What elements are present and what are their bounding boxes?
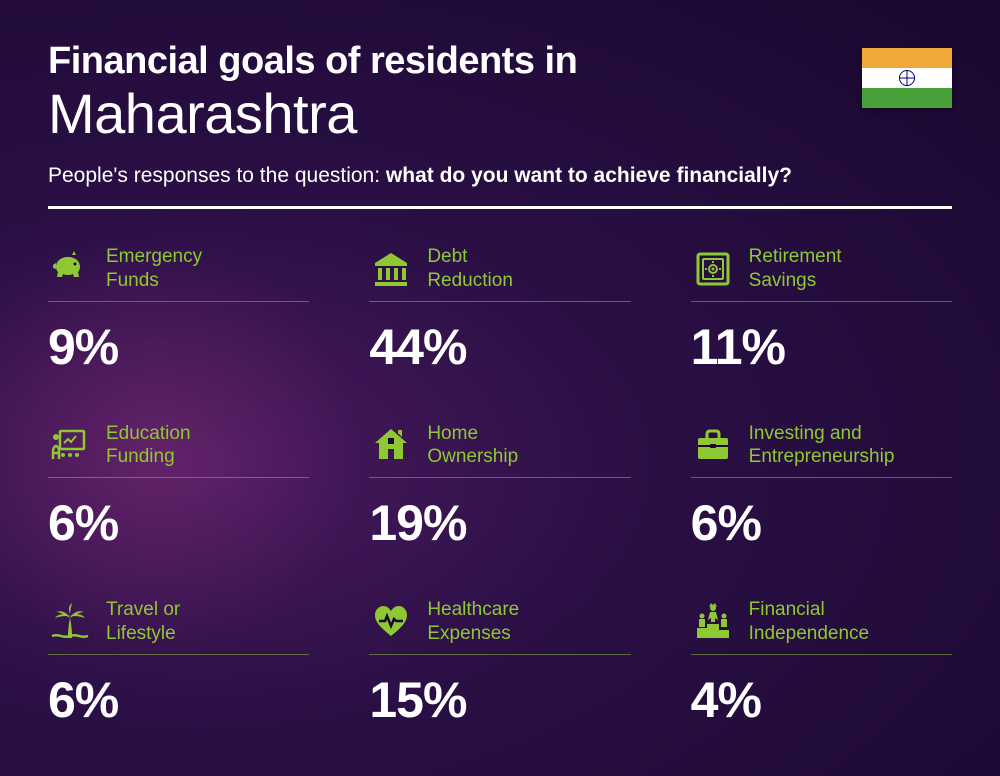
goal-item: DebtReduction 44% xyxy=(369,245,630,376)
goal-item-head: HomeOwnership xyxy=(369,422,630,479)
subtitle-plain: People's responses to the question: xyxy=(48,164,386,187)
flag-green-stripe xyxy=(862,88,952,108)
goal-item-head: RetirementSavings xyxy=(691,245,952,302)
header: Financial goals of residents in Maharash… xyxy=(48,40,952,209)
palm-icon xyxy=(48,600,92,644)
goal-item-head: EmergencyFunds xyxy=(48,245,309,302)
podium-icon xyxy=(691,600,735,644)
header-divider xyxy=(48,206,952,209)
goal-item-head: Investing andEntrepreneurship xyxy=(691,422,952,479)
goal-label: EducationFunding xyxy=(106,422,191,470)
house-icon xyxy=(369,423,413,467)
goal-item: Travel orLifestyle 6% xyxy=(48,598,309,729)
goal-value: 9% xyxy=(48,318,309,376)
goal-item-head: FinancialIndependence xyxy=(691,598,952,655)
subtitle: People's responses to the question: what… xyxy=(48,164,952,188)
ashoka-chakra-icon xyxy=(899,70,915,86)
goal-label: RetirementSavings xyxy=(749,245,842,293)
goal-item: FinancialIndependence 4% xyxy=(691,598,952,729)
bank-icon xyxy=(369,247,413,291)
goal-item-head: DebtReduction xyxy=(369,245,630,302)
briefcase-icon xyxy=(691,423,735,467)
goal-value: 6% xyxy=(48,494,309,552)
goal-value: 19% xyxy=(369,494,630,552)
piggy-bank-icon xyxy=(48,247,92,291)
goal-label: Travel orLifestyle xyxy=(106,598,180,646)
goal-value: 11% xyxy=(691,318,952,376)
goal-label: FinancialIndependence xyxy=(749,598,869,646)
goal-item-head: Travel orLifestyle xyxy=(48,598,309,655)
presentation-icon xyxy=(48,423,92,467)
goal-item: HealthcareExpenses 15% xyxy=(369,598,630,729)
goal-label: EmergencyFunds xyxy=(106,245,202,293)
goal-label: DebtReduction xyxy=(427,245,513,293)
safe-icon xyxy=(691,247,735,291)
goal-item: Investing andEntrepreneurship 6% xyxy=(691,422,952,553)
goal-item: EmergencyFunds 9% xyxy=(48,245,309,376)
goal-item-head: EducationFunding xyxy=(48,422,309,479)
subtitle-bold: what do you want to achieve financially? xyxy=(386,164,792,187)
goal-label: HealthcareExpenses xyxy=(427,598,519,646)
heart-pulse-icon xyxy=(369,600,413,644)
goal-value: 6% xyxy=(48,671,309,729)
goal-item: EducationFunding 6% xyxy=(48,422,309,553)
flag-white-stripe xyxy=(862,68,952,88)
goal-item-head: HealthcareExpenses xyxy=(369,598,630,655)
goal-label: HomeOwnership xyxy=(427,422,518,470)
goals-grid: EmergencyFunds 9% DebtReduction 44% Retireme… xyxy=(48,245,952,729)
title-region: Maharashtra xyxy=(48,81,952,146)
goal-value: 6% xyxy=(691,494,952,552)
goal-value: 44% xyxy=(369,318,630,376)
goal-value: 4% xyxy=(691,671,952,729)
goal-label: Investing andEntrepreneurship xyxy=(749,422,895,470)
goal-item: HomeOwnership 19% xyxy=(369,422,630,553)
flag-saffron-stripe xyxy=(862,48,952,68)
title-prefix: Financial goals of residents in xyxy=(48,40,952,83)
flag-india xyxy=(862,48,952,108)
goal-item: RetirementSavings 11% xyxy=(691,245,952,376)
goal-value: 15% xyxy=(369,671,630,729)
